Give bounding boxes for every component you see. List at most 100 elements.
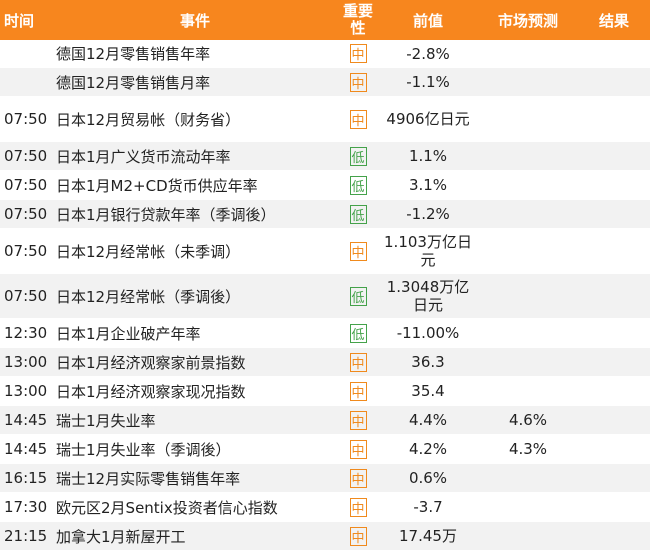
row-previous: 36.3 xyxy=(411,353,445,371)
row-time: 13:00 xyxy=(4,382,48,400)
row-forecast xyxy=(478,40,578,67)
header-event: 事件 xyxy=(179,11,210,30)
row-result xyxy=(578,377,650,405)
row-time: 13:00 xyxy=(4,353,48,371)
importance-badge: 中 xyxy=(349,352,367,372)
row-previous: -11.00% xyxy=(396,324,460,342)
row-importance: 低 xyxy=(338,319,378,347)
row-result xyxy=(578,319,650,347)
table-row: 16:15 瑞士12月实际零售销售年率 中 0.6% xyxy=(0,464,650,493)
importance-badge: 中 xyxy=(349,439,367,459)
table-row: 14:45 瑞士1月失业率（季调後） 中 4.2% 4.3% xyxy=(0,435,650,464)
row-importance: 低 xyxy=(338,274,378,318)
importance-badge: 中 xyxy=(349,381,367,401)
row-time: 17:30 xyxy=(4,498,48,516)
importance-badge: 中 xyxy=(349,497,367,517)
row-previous: 35.4 xyxy=(411,382,445,400)
row-event: 德国12月零售销售年率 xyxy=(56,45,211,63)
row-forecast xyxy=(478,464,578,492)
row-time: 16:15 xyxy=(4,469,48,487)
table-row: 13:00 日本1月经济观察家现况指数 中 35.4 xyxy=(0,377,650,406)
row-importance: 中 xyxy=(338,522,378,550)
row-importance: 中 xyxy=(338,464,378,492)
row-forecast: 4.6% xyxy=(508,411,548,429)
row-previous: -3.7 xyxy=(413,498,443,516)
row-forecast xyxy=(478,493,578,521)
row-importance: 中 xyxy=(338,97,378,141)
table-row: 07:50 日本1月银行贷款年率（季调後） 低 -1.2% xyxy=(0,200,650,229)
row-event: 瑞士1月失业率 xyxy=(56,411,156,430)
row-event: 日本1月企业破产年率 xyxy=(56,324,201,343)
row-result xyxy=(578,229,650,273)
importance-badge: 中 xyxy=(349,44,367,63)
row-importance: 中 xyxy=(338,229,378,273)
row-event: 日本1月广义货币流动年率 xyxy=(56,147,231,166)
row-importance: 低 xyxy=(338,142,378,170)
row-event: 日本12月贸易帐（财务省） xyxy=(56,110,241,129)
row-forecast xyxy=(478,68,578,96)
row-importance: 中 xyxy=(338,68,378,96)
row-forecast xyxy=(478,171,578,199)
header-previous: 前值 xyxy=(412,11,443,30)
row-result xyxy=(578,522,650,550)
row-result xyxy=(578,348,650,376)
row-previous: 4.2% xyxy=(408,440,448,458)
row-time: 07:50 xyxy=(4,205,48,223)
table-row: 07:50 日本1月M2+CD货币供应年率 低 3.1% xyxy=(0,171,650,200)
row-previous: 4.4% xyxy=(408,411,448,429)
row-time: 12:30 xyxy=(4,324,48,342)
row-result xyxy=(578,200,650,228)
importance-badge: 低 xyxy=(349,204,367,224)
table-row: 21:15 加拿大1月新屋开工 中 17.45万 xyxy=(0,522,650,551)
row-event: 日本12月经常帐（未季调） xyxy=(56,242,241,261)
importance-badge: 中 xyxy=(349,109,367,129)
importance-badge: 中 xyxy=(349,410,367,430)
row-previous: -2.8% xyxy=(406,44,450,63)
importance-badge: 低 xyxy=(349,323,367,343)
row-forecast xyxy=(478,200,578,228)
row-time xyxy=(0,68,52,96)
row-result xyxy=(578,464,650,492)
header-time: 时间 xyxy=(4,11,35,30)
row-result xyxy=(578,68,650,96)
row-event: 德国12月零售销售月率 xyxy=(56,73,211,92)
table-row: 德国12月零售销售月率 中 -1.1% xyxy=(0,68,650,97)
row-time xyxy=(0,40,52,67)
row-result xyxy=(578,142,650,170)
row-time: 07:50 xyxy=(4,147,48,165)
table-row: 德国12月零售销售年率 中 -2.8% xyxy=(0,40,650,68)
row-previous: 17.45万 xyxy=(399,527,457,545)
table-row: 12:30 日本1月企业破产年率 低 -11.00% xyxy=(0,319,650,348)
row-time: 07:50 xyxy=(4,176,48,194)
table-row: 07:50 日本12月经常帐（未季调） 中 1.103万亿日元 xyxy=(0,229,650,274)
importance-badge: 中 xyxy=(349,241,367,261)
row-event: 瑞士1月失业率（季调後） xyxy=(56,440,231,459)
row-time: 07:50 xyxy=(4,242,48,260)
table-row: 07:50 日本1月广义货币流动年率 低 1.1% xyxy=(0,142,650,171)
table-row: 07:50 日本12月贸易帐（财务省） 中 4906亿日元 xyxy=(0,97,650,142)
table-row: 13:00 日本1月经济观察家前景指数 中 36.3 xyxy=(0,348,650,377)
table-row: 07:50 日本12月经常帐（季调後） 低 1.3048万亿日元 xyxy=(0,274,650,319)
row-forecast xyxy=(478,274,578,318)
row-forecast xyxy=(478,522,578,550)
row-importance: 中 xyxy=(338,348,378,376)
row-importance: 低 xyxy=(338,200,378,228)
table-header: 时间 事件 重要性 前值 市场预测 结果 xyxy=(0,0,650,40)
importance-badge: 低 xyxy=(349,175,367,195)
row-result xyxy=(578,435,650,463)
row-event: 日本12月经常帐（季调後） xyxy=(56,287,241,306)
row-event: 欧元区2月Sentix投资者信心指数 xyxy=(56,498,278,517)
table-body: 德国12月零售销售年率中 -2.8% 德国12月零售销售月率中 -1.1% 07:50 日… xyxy=(0,40,650,551)
row-previous: -1.2% xyxy=(406,205,450,223)
row-forecast xyxy=(478,319,578,347)
table-row: 17:30 欧元区2月Sentix投资者信心指数 中 -3.7 xyxy=(0,493,650,522)
table-row: 14:45 瑞士1月失业率 中 4.4% 4.6% xyxy=(0,406,650,435)
row-time: 07:50 xyxy=(4,110,48,128)
row-forecast xyxy=(478,142,578,170)
row-result xyxy=(578,171,650,199)
row-previous: 4906亿日元 xyxy=(386,110,470,128)
row-previous: 3.1% xyxy=(408,176,448,194)
row-time: 07:50 xyxy=(4,287,48,305)
row-result xyxy=(578,40,650,67)
row-event: 日本1月银行贷款年率（季调後） xyxy=(56,205,276,224)
